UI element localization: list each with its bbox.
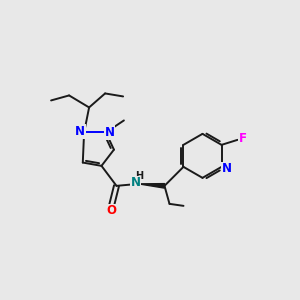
Text: N: N xyxy=(75,125,85,138)
Text: N: N xyxy=(105,126,115,139)
Text: N: N xyxy=(222,162,232,176)
Text: O: O xyxy=(106,204,116,218)
Polygon shape xyxy=(139,184,165,188)
Text: H: H xyxy=(135,171,144,181)
Text: N: N xyxy=(130,176,140,189)
Text: F: F xyxy=(238,132,247,146)
